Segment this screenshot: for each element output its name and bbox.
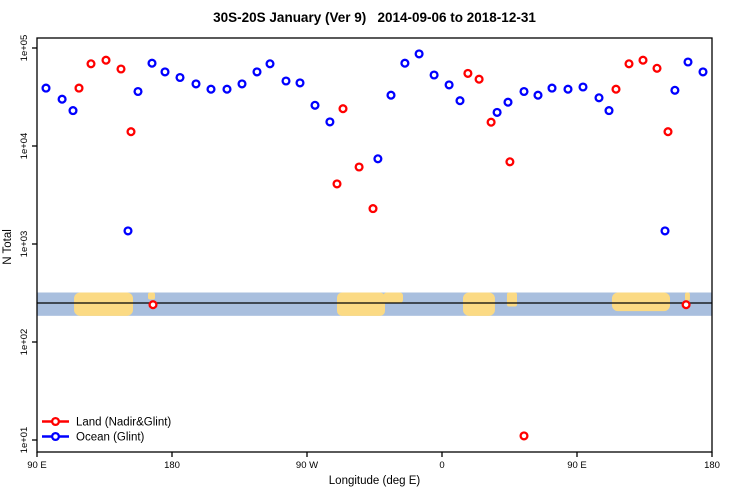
ocean-point bbox=[160, 67, 170, 77]
ocean-point bbox=[325, 117, 335, 127]
land-band-segment bbox=[685, 292, 690, 301]
y-axis-label: N Total bbox=[2, 229, 14, 265]
land-point bbox=[354, 162, 364, 172]
y-tick-label: 1e+04 bbox=[19, 133, 30, 160]
ocean-point bbox=[670, 85, 680, 95]
ocean-point bbox=[414, 49, 424, 59]
land-band-segment bbox=[148, 292, 156, 300]
land-point bbox=[116, 64, 126, 74]
land-point bbox=[86, 59, 96, 69]
ocean-point bbox=[57, 94, 67, 104]
chart-title: 30S-20S January (Ver 9) 2014-09-06 to 20… bbox=[213, 10, 536, 25]
ocean-point bbox=[222, 84, 232, 94]
x-axis-label: Longitude (deg E) bbox=[329, 475, 421, 487]
ocean-point bbox=[698, 67, 708, 77]
land-point bbox=[148, 300, 158, 310]
y-tick-label: 1e+05 bbox=[19, 35, 30, 62]
legend-ocean-marker-icon bbox=[50, 431, 61, 442]
land-point bbox=[463, 68, 473, 78]
ocean-point bbox=[265, 59, 275, 69]
land-band-segment bbox=[337, 292, 385, 316]
ocean-point bbox=[492, 107, 502, 117]
land-band-segment bbox=[383, 292, 403, 303]
legend: Land (Nadir&Glint) Ocean (Glint) bbox=[42, 417, 171, 444]
legend-label-land: Land (Nadir&Glint) bbox=[76, 417, 171, 429]
land-point bbox=[663, 127, 673, 137]
land-band-segment bbox=[74, 292, 133, 316]
x-tick-label: 90 E bbox=[567, 460, 587, 471]
land-band-segment bbox=[611, 292, 670, 312]
plot-box bbox=[36, 37, 713, 453]
ocean-point bbox=[594, 93, 604, 103]
ocean-point bbox=[386, 90, 396, 100]
land-point bbox=[338, 104, 348, 114]
ocean-point bbox=[563, 84, 573, 94]
ocean-point bbox=[547, 83, 557, 93]
x-tick-label: 0 bbox=[439, 460, 444, 471]
land-point bbox=[505, 157, 515, 167]
ocean-point bbox=[310, 100, 320, 110]
ocean-point bbox=[147, 58, 157, 68]
ocean-point bbox=[41, 83, 51, 93]
legend-label-ocean: Ocean (Glint) bbox=[76, 432, 145, 444]
land-point bbox=[101, 55, 111, 65]
ocean-point bbox=[237, 79, 247, 89]
ocean-point bbox=[444, 80, 454, 90]
x-tick-label: 180 bbox=[164, 460, 180, 471]
ocean-point bbox=[123, 226, 133, 236]
ocean-point bbox=[660, 226, 670, 236]
x-tick-label: 90 W bbox=[296, 460, 318, 471]
ocean-point bbox=[503, 97, 513, 107]
land-point bbox=[126, 127, 136, 137]
land-point bbox=[638, 55, 648, 65]
land-point bbox=[486, 117, 496, 127]
x-tick-label: 90 E bbox=[27, 460, 47, 471]
land-point bbox=[332, 179, 342, 189]
ocean-point bbox=[175, 72, 185, 83]
y-tick-label: 1e+01 bbox=[19, 427, 30, 454]
land-band-segment bbox=[506, 292, 517, 307]
y-tick-label: 1e+02 bbox=[19, 329, 30, 356]
land-point bbox=[74, 83, 84, 93]
ocean-point bbox=[281, 76, 291, 86]
ocean-point bbox=[68, 106, 78, 116]
latitude-map-band bbox=[37, 292, 712, 316]
land-point bbox=[519, 431, 529, 441]
x-tick-label: 180 bbox=[704, 460, 720, 471]
land-point bbox=[611, 84, 621, 94]
y-tick-label: 1e+03 bbox=[19, 231, 30, 258]
land-point bbox=[681, 300, 691, 310]
axis-ticks: 90 E 180 90 W 0 90 E 180 1e+05 1e+04 1e+03 1e+02 1… bbox=[19, 35, 720, 471]
ocean-point bbox=[373, 154, 383, 164]
data-points bbox=[41, 49, 708, 441]
ocean-point bbox=[578, 82, 588, 92]
ocean-point bbox=[533, 90, 543, 100]
land-point bbox=[652, 63, 662, 73]
ocean-point bbox=[133, 86, 143, 97]
land-point bbox=[474, 74, 484, 84]
land-point bbox=[624, 59, 634, 69]
ocean-point bbox=[519, 86, 529, 97]
ocean-point bbox=[191, 79, 201, 89]
ocean-point bbox=[400, 58, 410, 68]
ocean-point bbox=[429, 70, 439, 80]
legend-land-marker-icon bbox=[50, 416, 61, 427]
ocean-point bbox=[683, 57, 693, 67]
ocean-point bbox=[604, 106, 614, 116]
land-band-segment bbox=[463, 292, 495, 316]
ocean-point bbox=[295, 78, 305, 88]
ocean-point bbox=[455, 96, 465, 106]
land-point bbox=[368, 204, 378, 214]
ocean-point bbox=[252, 67, 262, 77]
ocean-point bbox=[206, 84, 216, 94]
